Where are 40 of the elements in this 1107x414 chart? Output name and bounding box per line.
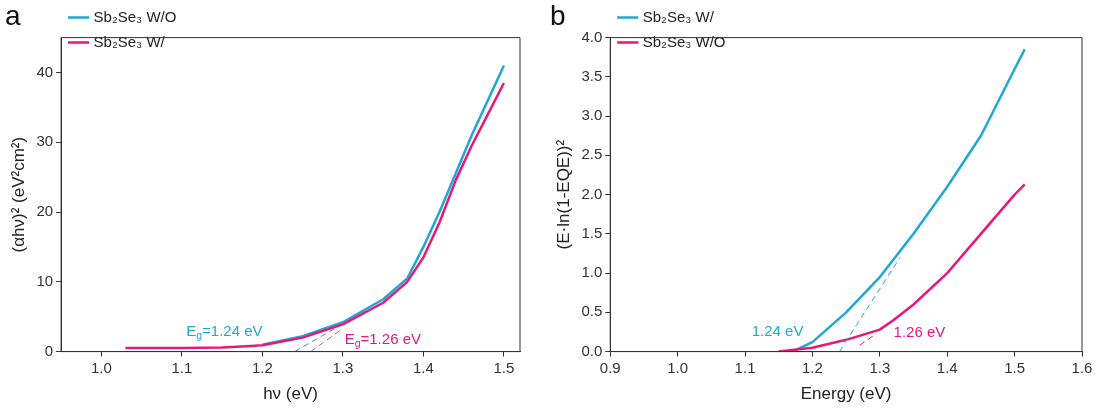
- x-tick-label: 1.3: [332, 358, 354, 376]
- y-tick-label: 0.5: [581, 302, 603, 320]
- y-tick-label: 2.0: [581, 184, 603, 202]
- chart-title: a: [5, 0, 21, 31]
- legend-label: Sb₂Se₃ W/O: [642, 32, 726, 50]
- x-tick-label: 0.9: [599, 358, 621, 376]
- x-tick-label: 1.5: [493, 358, 515, 376]
- x-tick-label: 1.2: [251, 358, 273, 376]
- y-tick-label: 10: [36, 271, 54, 289]
- y-tick-label: 0: [44, 341, 54, 359]
- y-tick-label: 3.5: [581, 66, 603, 84]
- x-tick-label: 1.6: [1071, 358, 1093, 376]
- x-tick-label: 1.0: [90, 358, 112, 376]
- x-tick-label: 1.2: [802, 358, 823, 376]
- y-tick-label: 1.5: [581, 223, 603, 241]
- x-tick-label: 1.1: [734, 358, 756, 376]
- x-tick-label: 1.3: [869, 358, 891, 376]
- x-tick-label: 1.5: [1004, 358, 1026, 376]
- y-tick-label: 20: [36, 202, 54, 220]
- x-tick-label: 1.0: [667, 358, 689, 376]
- y-axis-title: (αhν)² (eV²cm²): [8, 136, 28, 253]
- legend-label: Sb₂Se₃ W/: [642, 7, 715, 25]
- annotation: 1.24 eV: [751, 321, 804, 339]
- y-tick-label: 3.0: [581, 106, 603, 124]
- x-tick-label: 1.4: [412, 358, 434, 376]
- legend-label: Sb₂Se₃ W/: [93, 32, 166, 50]
- y-tick-label: 0.0: [581, 341, 603, 359]
- y-tick-label: 40: [36, 62, 54, 80]
- x-axis-title: hν (eV): [263, 384, 318, 404]
- legend-label: Sb₂Se₃ W/O: [93, 7, 177, 25]
- y-tick-label: 2.5: [581, 145, 603, 163]
- y-tick-label: 4.0: [581, 27, 603, 45]
- y-tick-label: 1.0: [581, 263, 603, 281]
- annotation: 1.26 eV: [893, 323, 946, 341]
- x-tick-label: 1.4: [936, 358, 958, 376]
- chart-title: b: [550, 0, 566, 31]
- y-tick-label: 30: [36, 132, 54, 150]
- y-axis-title: (E·ln(1-EQE))²: [553, 139, 573, 250]
- x-tick-label: 1.1: [171, 358, 193, 376]
- x-axis-title: Energy (eV): [800, 384, 892, 404]
